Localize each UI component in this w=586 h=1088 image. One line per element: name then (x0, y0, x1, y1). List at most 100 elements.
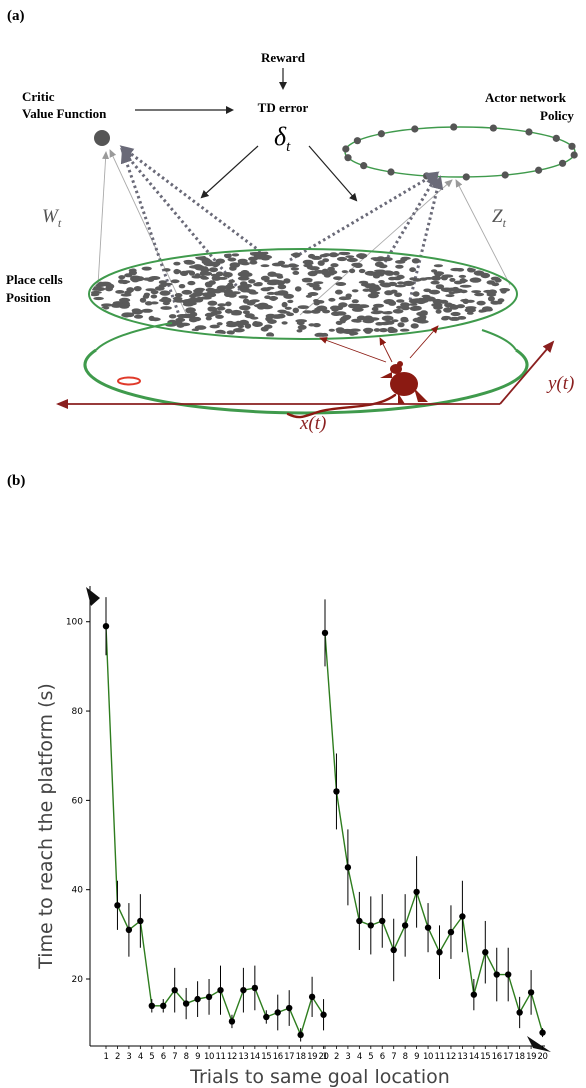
position-label: Position (6, 290, 52, 305)
goal-platform (117, 376, 141, 386)
y-tick-label: 40 (72, 886, 84, 896)
place-cell (327, 266, 335, 272)
place-cell (473, 270, 485, 276)
y-tick-label: 80 (72, 707, 84, 717)
place-cell (499, 288, 511, 292)
place-cell (350, 331, 359, 336)
place-cell (216, 306, 226, 311)
place-cell (284, 306, 292, 310)
place-cell (256, 304, 266, 310)
data-point (321, 629, 329, 637)
place-cell (462, 298, 469, 304)
data-point (516, 1009, 523, 1016)
place-cell (430, 280, 440, 285)
place-cell (345, 293, 352, 298)
place-cell (115, 290, 125, 294)
place-cell (331, 311, 342, 317)
place-cell (375, 322, 384, 326)
place-cell (357, 253, 365, 258)
place-cell (271, 273, 283, 277)
plasticity-connections (119, 145, 444, 319)
actor-unit (462, 173, 470, 181)
place-cell (441, 317, 449, 321)
place-cell (435, 309, 442, 314)
y-tick-label: 60 (72, 796, 84, 806)
place-cell (349, 268, 356, 274)
place-cell (399, 328, 410, 332)
place-cell (194, 264, 205, 271)
place-cell (307, 270, 318, 277)
place-cell (133, 286, 142, 292)
place-cell (292, 270, 300, 275)
place-cell (400, 316, 409, 322)
data-point (470, 991, 478, 998)
place-cell (384, 270, 395, 276)
place-cell (381, 257, 393, 262)
place-cell (281, 301, 288, 308)
place-cell (313, 301, 320, 306)
place-cell (143, 292, 150, 297)
place-cell (252, 321, 259, 327)
x-axis-arrowhead (527, 1036, 551, 1052)
place-cell (396, 274, 405, 280)
place-cell (447, 287, 457, 292)
actor-unit (344, 154, 352, 162)
actor-network-label: Actor network (485, 90, 567, 105)
place-cell (244, 313, 255, 319)
place-cell (317, 260, 325, 266)
place-cell (150, 290, 159, 295)
place-cell (209, 324, 220, 329)
place-cell (264, 295, 271, 300)
x-tick-label: 2 (115, 1052, 120, 1062)
data-point (505, 971, 512, 978)
data-point (379, 917, 386, 925)
place-cell (142, 277, 152, 281)
place-cell (428, 289, 441, 295)
place-cell (179, 270, 189, 276)
place-cell (351, 262, 361, 267)
place-cell (163, 268, 171, 272)
data-point (148, 1002, 155, 1010)
place-cell (345, 255, 355, 258)
data-point (320, 1011, 327, 1018)
place-cell (476, 300, 486, 306)
x-tick-label: 18 (515, 1052, 525, 1062)
place-cell (433, 264, 443, 268)
place-cell (412, 291, 420, 297)
place-cell (192, 291, 204, 295)
data-point (390, 946, 397, 954)
place-cell (378, 264, 388, 269)
place-cell (387, 326, 395, 331)
place-cell (240, 287, 247, 291)
place-cell (266, 291, 276, 295)
place-cell (385, 311, 393, 315)
place-cell (205, 284, 213, 288)
place-cell (338, 251, 351, 256)
place-cell (253, 282, 263, 287)
data-point (102, 622, 110, 630)
td-error-label: TD error (258, 100, 309, 115)
place-cell (194, 325, 207, 330)
x-tick-label: 3 (126, 1052, 131, 1062)
place-cell (303, 263, 312, 268)
place-cells-layer (88, 248, 518, 340)
place-cell (239, 305, 251, 311)
data-point (333, 788, 340, 795)
reward-label: Reward (261, 50, 306, 65)
panel-a-label: (a) (7, 8, 25, 24)
series-line (105, 626, 325, 1037)
place-cell (341, 270, 348, 274)
place-cell (322, 258, 330, 263)
x-tick-label: 11 (434, 1052, 444, 1062)
x-tick-label: 9 (414, 1052, 419, 1062)
x-tick-label: 17 (284, 1052, 294, 1062)
data-point (171, 986, 178, 994)
place-cell (280, 264, 291, 268)
place-cell (188, 317, 198, 323)
place-cell (410, 323, 419, 329)
place-cell (139, 297, 147, 303)
place-cell (381, 316, 393, 320)
x-tick-label: 4 (138, 1052, 143, 1062)
place-cell (400, 302, 410, 308)
place-cell (346, 257, 358, 263)
